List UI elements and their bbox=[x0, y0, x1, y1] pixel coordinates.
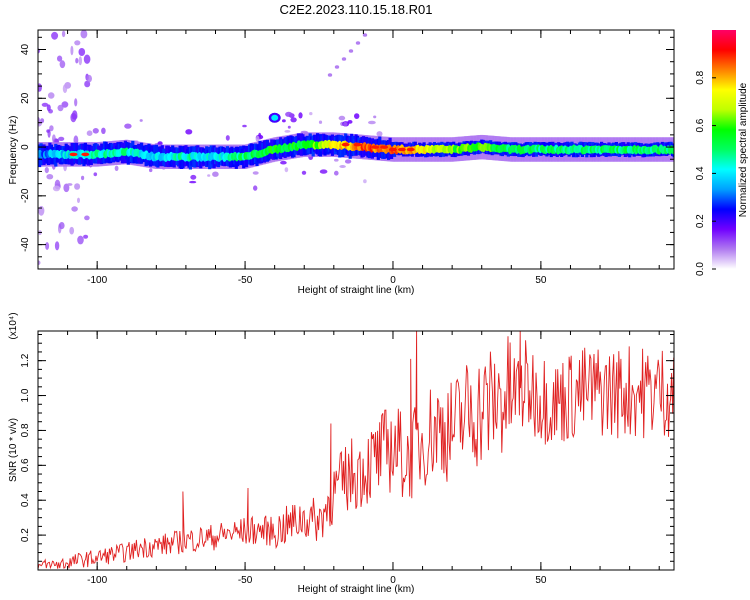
snr-y-label: SNR (10 * v/v) bbox=[8, 418, 19, 482]
y-tick-label: 1.2 bbox=[20, 353, 31, 367]
spectrogram-y-label: Frequency (Hz) bbox=[8, 116, 19, 185]
snr-x-label: Height of straight line (km) bbox=[298, 584, 415, 595]
spectrogram-frame bbox=[37, 29, 675, 270]
snr-frame bbox=[37, 330, 675, 571]
x-tick-label: 50 bbox=[535, 575, 547, 586]
x-tick-label: -50 bbox=[238, 275, 253, 286]
figure-title: C2E2.2023.110.15.18.R01 bbox=[280, 2, 433, 17]
y-tick-label: -40 bbox=[20, 237, 31, 252]
x-tick-label: -50 bbox=[238, 575, 253, 586]
y-tick-label: 0.6 bbox=[20, 458, 31, 472]
colorbar-tick-label: 0.4 bbox=[695, 166, 706, 180]
spectrogram-heatmap bbox=[38, 30, 674, 265]
colorbar-ticks: 0.0 0.2 0.4 0.6 0.8 bbox=[695, 70, 716, 276]
x-tick-label: -100 bbox=[87, 275, 107, 286]
y-tick-label: 0.2 bbox=[20, 528, 31, 542]
snr-series-line bbox=[38, 331, 674, 570]
x-tick-label: 50 bbox=[535, 275, 547, 286]
y-tick-label: 0.8 bbox=[20, 423, 31, 437]
y-tick-label: 0.4 bbox=[20, 493, 31, 507]
x-tick-label: 0 bbox=[390, 575, 396, 586]
colorbar-tick-label: 0.6 bbox=[695, 118, 706, 132]
colorbar-tick-label: 0.0 bbox=[695, 262, 706, 276]
snr-x-ticks: -100 -50 0 50 bbox=[37, 331, 660, 586]
y-tick-label: 40 bbox=[20, 44, 31, 56]
spectrogram-y-ticks: -40 -20 0 20 40 bbox=[20, 36, 674, 270]
colorbar-label: Normalized spectral amplitude bbox=[738, 82, 749, 217]
snr-y-ticks: 0.2 0.4 0.6 0.8 1.0 1.2 bbox=[20, 333, 674, 571]
y-tick-label: 1.0 bbox=[20, 388, 31, 402]
snr-plot-area bbox=[38, 331, 674, 570]
y-tick-label: -20 bbox=[20, 188, 31, 203]
y-tick-label: 20 bbox=[20, 92, 31, 104]
colorbar: 0.0 0.2 0.4 0.6 0.8 Normalized spectral ampl… bbox=[695, 30, 749, 276]
colorbar-gradient bbox=[712, 30, 736, 269]
snr-background bbox=[38, 331, 674, 570]
spectrogram-x-label: Height of straight line (km) bbox=[298, 285, 415, 296]
snr-y-multiplier: (x10⁴) bbox=[8, 312, 19, 339]
spectrogram-x-ticks: -100 -50 0 50 bbox=[37, 30, 660, 286]
snr-panel: -100 -50 0 50 0.2 0.4 0.6 0.8 1.0 1.2 Height of … bbox=[8, 312, 675, 595]
spectrogram-panel: -100 -50 0 50 -40 -20 0 20 40 Height of straigh… bbox=[8, 29, 675, 296]
x-tick-label: 0 bbox=[390, 275, 396, 286]
y-tick-label: 0 bbox=[20, 144, 31, 150]
x-tick-label: -100 bbox=[87, 575, 107, 586]
colorbar-tick-label: 0.2 bbox=[695, 214, 706, 228]
colorbar-tick-label: 0.8 bbox=[695, 70, 706, 84]
